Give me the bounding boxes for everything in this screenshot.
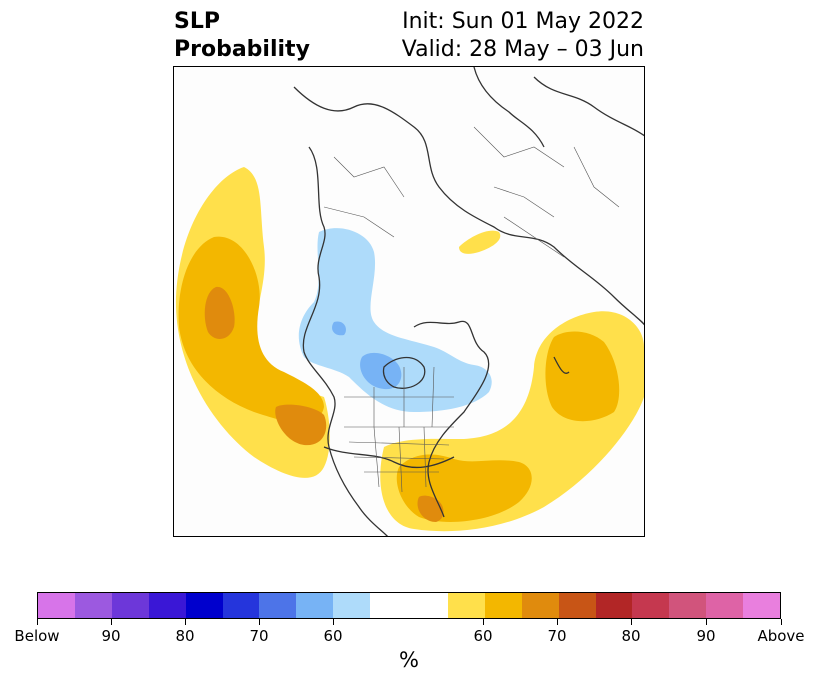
title-line-2: Probability bbox=[174, 37, 310, 62]
map-title: SLP Probability bbox=[174, 8, 310, 64]
init-date: Init: Sun 01 May 2022 bbox=[402, 9, 644, 34]
political-borders bbox=[323, 126, 620, 493]
colorbar-segment-above bbox=[632, 593, 670, 618]
pacific-above-80-region bbox=[204, 286, 235, 339]
colorbar-segment-below bbox=[333, 593, 371, 618]
pacific-above-70-region bbox=[178, 236, 324, 423]
colorbar-segment-below bbox=[185, 593, 223, 618]
colorbar-tick bbox=[185, 619, 186, 625]
canada-below-70-region-2 bbox=[332, 321, 346, 336]
colorbar-segment-below bbox=[259, 593, 297, 618]
colorbar-segment-above bbox=[706, 593, 744, 618]
colorbar-segment-below bbox=[74, 593, 112, 618]
colorbar-segment-above bbox=[521, 593, 559, 618]
colorbar-tick bbox=[333, 619, 334, 625]
colorbar-segment-below bbox=[222, 593, 260, 618]
colorbar-tick-label: 60 bbox=[323, 627, 343, 645]
colorbar-segment-above bbox=[595, 593, 633, 618]
title-line-1: SLP bbox=[174, 9, 220, 34]
colorbar-tick bbox=[111, 619, 112, 625]
colorbar-tick-label: 80 bbox=[621, 627, 641, 645]
colorbar-segment-above bbox=[669, 593, 707, 618]
colorbar-segment-neutral bbox=[370, 593, 448, 618]
pacific-above-80-region-2 bbox=[275, 404, 327, 446]
colorbar-tick-label: 60 bbox=[473, 627, 493, 645]
date-info: Init: Sun 01 May 2022 Valid: 28 May – 03… bbox=[402, 8, 644, 64]
colorbar-segment-below bbox=[111, 593, 149, 618]
probability-colorbar bbox=[37, 592, 781, 619]
colorbar-tick-label: Above bbox=[757, 627, 805, 645]
colorbar-tick bbox=[706, 619, 707, 625]
colorbar-tick bbox=[259, 619, 260, 625]
colorbar-unit-label: % bbox=[399, 648, 419, 672]
colorbar-tick bbox=[557, 619, 558, 625]
colorbar-segment-below bbox=[38, 593, 75, 618]
probability-map bbox=[173, 66, 645, 537]
canada-below-region bbox=[298, 228, 492, 412]
colorbar-tick-label: 90 bbox=[696, 627, 716, 645]
coastlines bbox=[293, 67, 644, 536]
probability-shading bbox=[175, 167, 644, 532]
colorbar-segment-above bbox=[558, 593, 596, 618]
colorbar-tick bbox=[631, 619, 632, 625]
colorbar-tick-label: 90 bbox=[101, 627, 121, 645]
colorbar-segment-below bbox=[148, 593, 186, 618]
colorbar-tick bbox=[483, 619, 484, 625]
colorbar-segment-above bbox=[447, 593, 485, 618]
colorbar-tick-label: 70 bbox=[547, 627, 567, 645]
colorbar-tick bbox=[781, 619, 782, 625]
eurasia-above-region bbox=[459, 230, 501, 254]
colorbar-tick-label: 80 bbox=[175, 627, 195, 645]
map-svg bbox=[175, 67, 644, 536]
valid-date: Valid: 28 May – 03 Jun bbox=[401, 37, 644, 62]
colorbar-segment-below bbox=[296, 593, 334, 618]
colorbar-segment-above bbox=[743, 593, 781, 618]
colorbar-tick bbox=[37, 619, 38, 625]
colorbar-tick-label: 70 bbox=[249, 627, 269, 645]
colorbar-tick-label: Below bbox=[14, 627, 60, 645]
colorbar-segment-above bbox=[484, 593, 522, 618]
atlantic-above-70-region bbox=[545, 331, 620, 422]
